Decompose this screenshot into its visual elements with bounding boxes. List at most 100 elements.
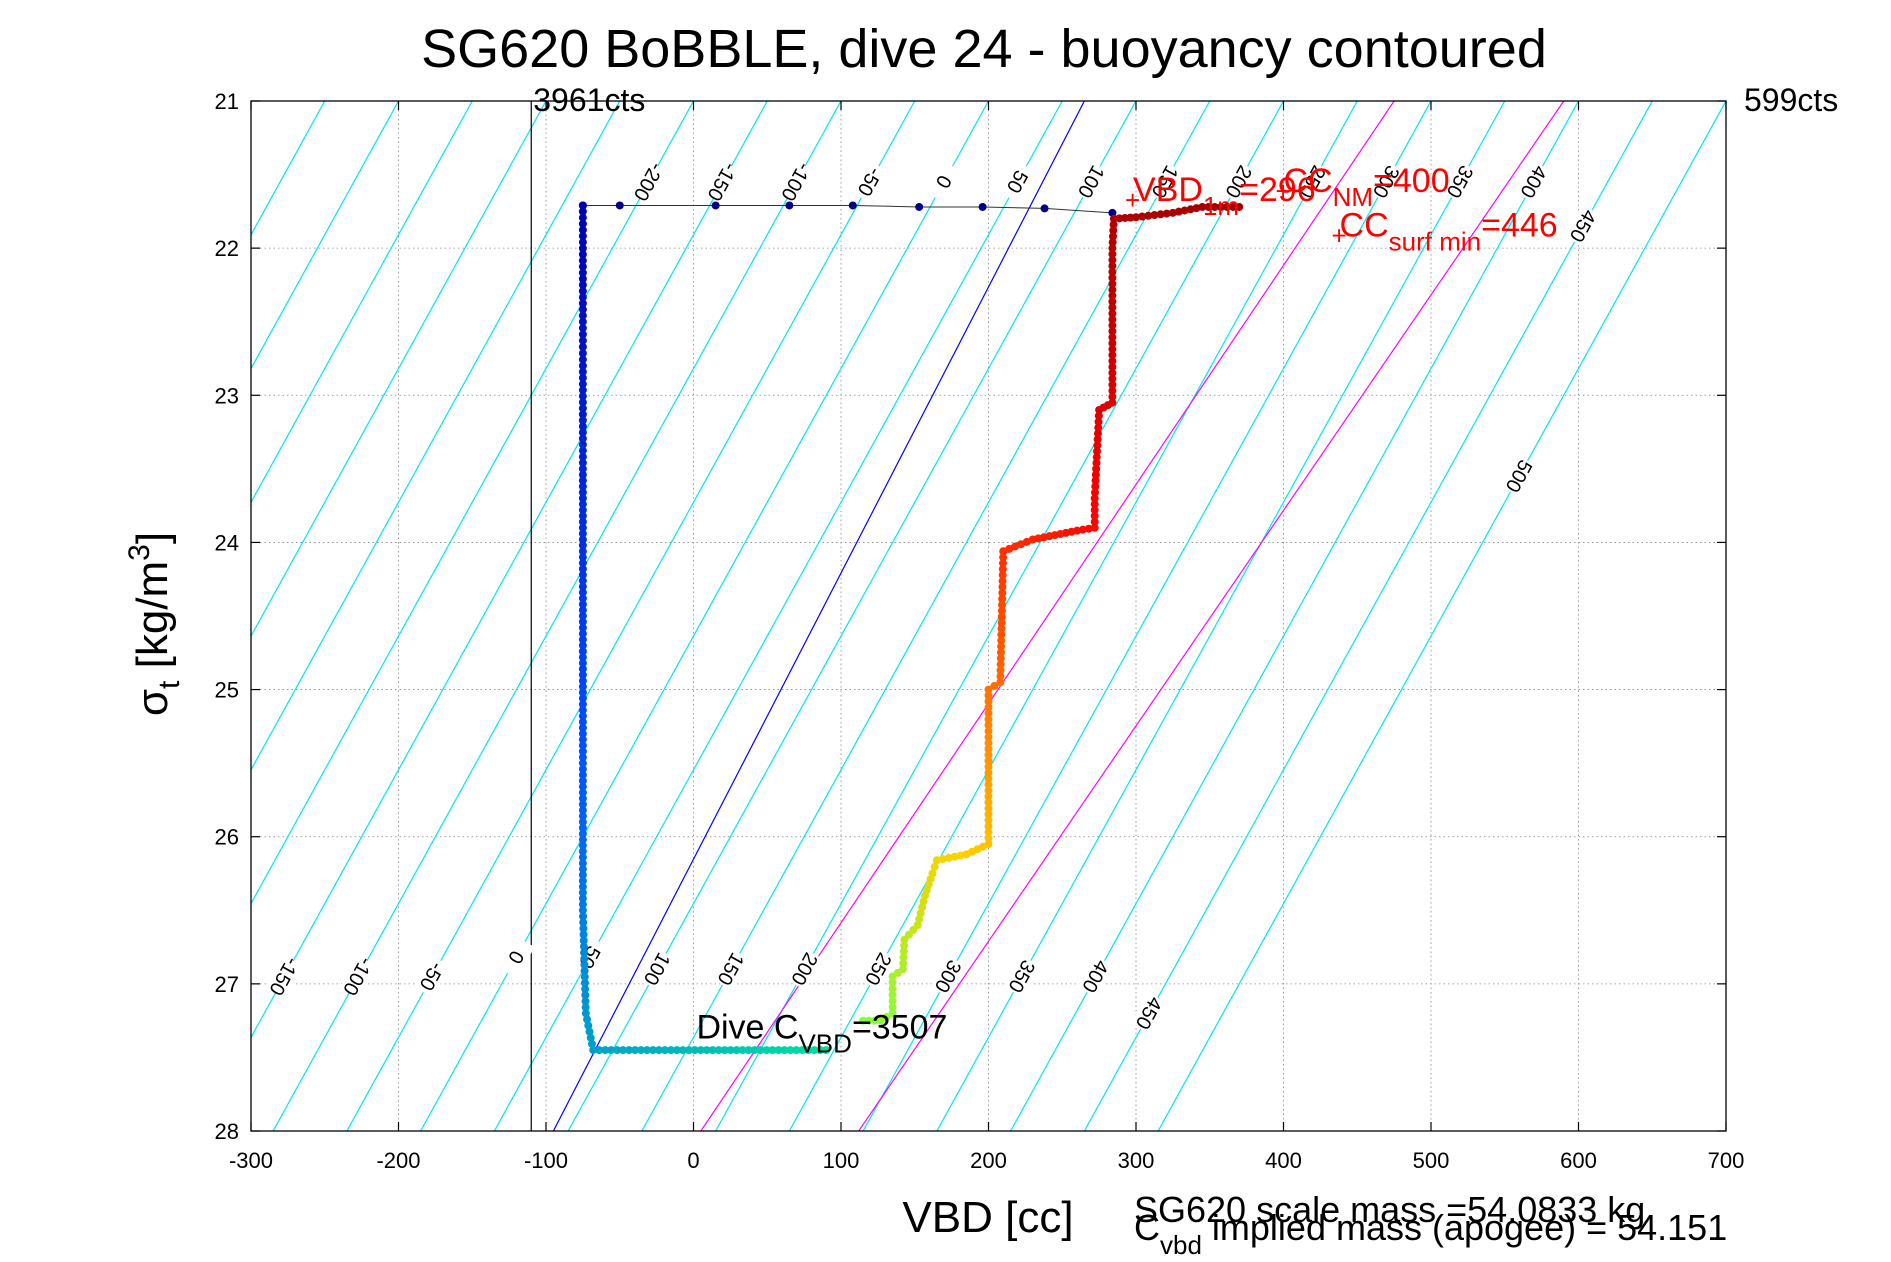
dive-point [996,660,1005,669]
dive-point [984,798,993,807]
ascent-deep-point [786,1046,795,1055]
ascent-deep-point [578,653,587,662]
ascent-deep-point [578,782,587,791]
y-tick-label: 22 [215,236,239,261]
dive-point [1108,285,1117,294]
ascent-deep-point [822,1046,831,1055]
dive-point [1108,380,1117,389]
ascent-deep-point [792,1046,801,1055]
ascent-deep-point [578,201,587,210]
annotation-sub: VBD [798,1028,851,1058]
ascent-deep-point [578,452,587,461]
ascent-deep-point [678,1046,687,1055]
dive-point [997,606,1006,615]
ascent-deep-point [578,256,587,265]
annotation-marker: + [1332,220,1347,250]
ascent-deep-point [578,386,587,395]
dive-point [1091,476,1100,485]
ascent-deep-point [586,1033,595,1042]
y-axis-units-close: ] [128,532,177,544]
ascent-deep-point [585,1027,594,1036]
dive-point [888,984,897,993]
ascent-deep-point [578,788,587,797]
dive-point [984,774,993,783]
dive-point [1109,220,1118,229]
dive-point [1091,470,1100,479]
ascent-deep-point [578,747,587,756]
dive-point [1090,517,1099,526]
ascent-deep-point [578,416,587,425]
dive-point [984,822,993,831]
ascent-deep-point [578,287,587,296]
dive-point [984,685,993,694]
ascent-deep-point [637,1046,646,1055]
contour-label-bg [639,948,676,991]
contour-label-bg [266,955,303,998]
ascent-deep-point [578,547,587,556]
x-tick-label: 500 [1413,1148,1450,1173]
dive-point [984,816,993,825]
dive-point [997,642,1006,651]
ascent-deep-point [601,1046,610,1055]
ascent-deep-point [578,723,587,732]
contour-line [936,101,1506,1131]
dive-point [899,959,908,968]
ascent-deep-point [578,238,587,247]
ascent-deep-point [578,293,587,302]
contour-line [1083,101,1653,1131]
contour-label-bg [1441,160,1479,204]
ascent-point [915,202,924,211]
dive-point [998,577,1007,586]
ascent-deep-point [578,373,587,382]
dive-point [990,681,999,690]
ascent-deep-point [578,823,587,832]
ascent-deep-point [578,232,587,241]
ascent-deep-point [580,948,589,957]
contour-line [251,101,621,772]
ascent-point [785,201,794,210]
dive-point [984,756,993,765]
ascent-deep-point [578,324,587,333]
dive-point [1222,202,1231,211]
dive-point [1108,291,1117,300]
ascent-deep-point [578,517,587,526]
dive-point [984,768,993,777]
ascent-deep-point [578,317,587,326]
ascent-deep-point [578,617,587,626]
ascent-deep-point [578,759,587,768]
dive-point [1108,374,1117,383]
ascent-deep-point [578,594,587,603]
ascent-deep-point [578,647,587,656]
y-tick-label: 24 [215,530,239,555]
contour-label-bg [925,160,963,204]
contour-label-bg [1073,160,1110,204]
ascent-deep-point [578,274,587,283]
annotation-sub: surf min [1389,226,1481,256]
dive-point [997,618,1006,627]
contour-label-bg [1564,204,1602,248]
ascent-deep-point [587,1039,596,1048]
dive-point [1108,327,1117,336]
dive-point [984,715,993,724]
ascent-deep-point [738,1046,747,1055]
ascent-deep-point [578,458,587,467]
contour-line [346,101,916,1131]
annotation-label: CCsurf min=446 [1340,206,1558,256]
ascent-deep-point [578,859,587,868]
ascent-deep-point [578,281,587,290]
dive-point [984,744,993,753]
axis-ticks: -300 -200 -100 0 100 200 300 400 500 600 700 21 22 23… [215,89,1745,1173]
dive-point [1204,202,1213,211]
dive-point [1108,368,1117,377]
contour-label-bg [498,936,535,979]
ascent-deep-point [579,924,588,933]
ascent-deep-point [578,606,587,615]
ascent-deep-point [578,511,587,520]
y-axis-units-sup: 3 [123,544,156,561]
ascent-deep-point [580,966,589,975]
ascent-deep-point [578,623,587,632]
annotation-sub: NM [1333,182,1373,212]
dive-point [984,691,993,700]
dive-point [1094,417,1103,426]
